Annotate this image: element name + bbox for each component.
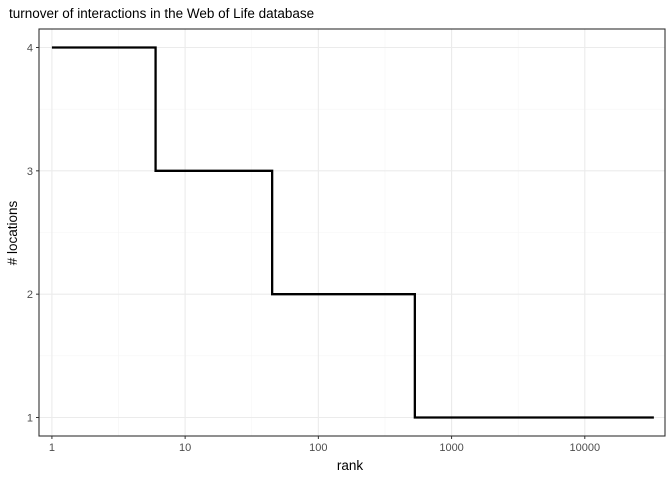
x-tick-label: 10: [179, 442, 191, 454]
y-tick-label: 1: [27, 413, 33, 425]
x-tick-label: 10000: [569, 442, 600, 454]
x-tick-label: 1000: [439, 442, 463, 454]
x-axis-title: rank: [337, 458, 364, 473]
x-tick-label: 100: [309, 442, 327, 454]
y-axis-title: # locations: [5, 200, 20, 265]
y-tick-label: 4: [27, 43, 33, 55]
y-tick-label: 3: [27, 166, 33, 178]
chart-title: turnover of interactions in the Web of L…: [9, 6, 314, 21]
grid: [39, 29, 665, 436]
series-line: [51, 46, 654, 419]
axes: 1 2 3 4 1 10 100 1000 10000: [27, 43, 600, 455]
x-tick-label: 1: [49, 442, 55, 454]
series-layer: [51, 46, 654, 419]
panel-border: [38, 28, 666, 437]
y-tick-label: 2: [27, 289, 33, 301]
